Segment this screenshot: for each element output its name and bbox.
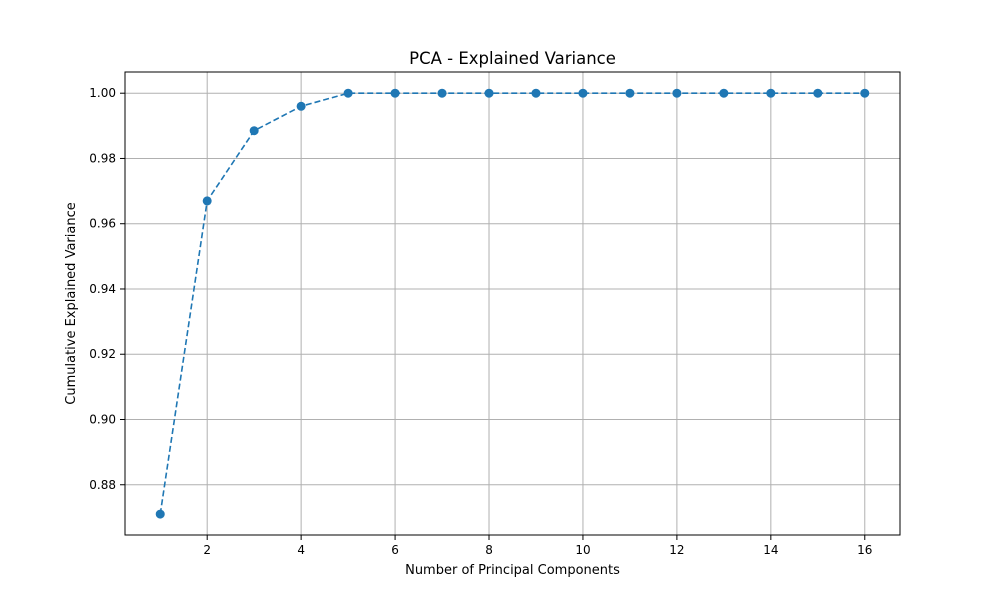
data-point (155, 509, 165, 519)
data-point (249, 126, 259, 136)
y-tick-label: 0.92 (89, 347, 116, 361)
data-point (719, 88, 729, 98)
x-axis-label: Number of Principal Components (405, 563, 620, 578)
plot-frame (124, 71, 901, 536)
y-tick-label: 1.00 (89, 86, 116, 100)
x-tick-label: 6 (391, 543, 399, 557)
data-point (437, 88, 447, 98)
data-point (531, 88, 541, 98)
x-tick-label: 8 (485, 543, 493, 557)
data-point (202, 196, 212, 206)
y-tick-label: 0.88 (89, 478, 116, 492)
y-tick-label: 0.98 (89, 151, 116, 165)
data-point (813, 88, 823, 98)
data-point (343, 88, 353, 98)
y-tick-label: 0.90 (89, 412, 116, 426)
y-tick-label: 0.94 (89, 282, 116, 296)
y-axis-label: Cumulative Explained Variance (64, 202, 79, 404)
y-tick-label: 0.96 (89, 217, 116, 231)
x-tick-label: 2 (203, 543, 211, 557)
data-point (766, 88, 776, 98)
x-tick-label: 10 (575, 543, 590, 557)
data-point (296, 101, 306, 111)
data-point (860, 88, 870, 98)
grid-lines (125, 72, 900, 535)
data-point (390, 88, 400, 98)
x-tick-label: 12 (669, 543, 684, 557)
x-axis-ticks: 2 4 6 8 10 12 14 16 (203, 535, 872, 557)
x-tick-label: 16 (857, 543, 872, 557)
x-tick-label: 4 (297, 543, 305, 557)
data-point (578, 88, 588, 98)
data-point (625, 88, 635, 98)
data-point (484, 88, 494, 98)
data-point (672, 88, 682, 98)
data-series (155, 88, 870, 519)
series-line (159, 92, 865, 515)
chart-title: PCA - Explained Variance (409, 49, 616, 68)
x-tick-label: 14 (763, 543, 778, 557)
y-axis-ticks: 0.88 0.90 0.92 0.94 0.96 0.98 1.00 (89, 86, 125, 492)
